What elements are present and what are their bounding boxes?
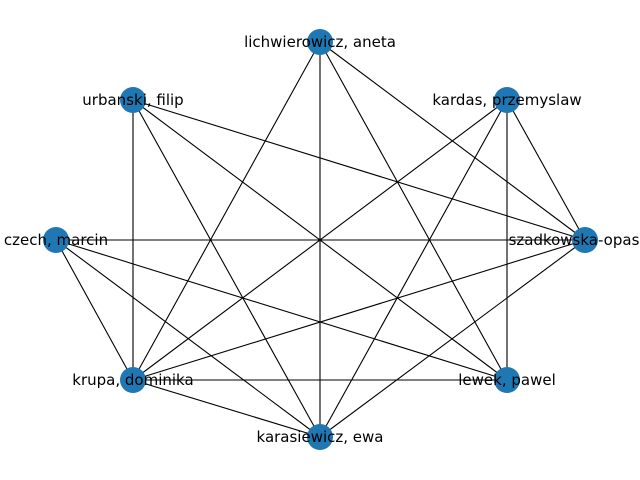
node-label-lichwierowicz: lichwierowicz, aneta	[244, 33, 396, 51]
edge-szadkowska-urbanski	[132, 99, 586, 241]
edge-karasiewicz-urbanski	[132, 99, 321, 438]
nodes	[43, 29, 598, 450]
node-czech	[43, 227, 69, 253]
edge-lewek-urbanski	[132, 99, 508, 381]
edge-szadkowska-karasiewicz	[319, 239, 586, 438]
edge-karasiewicz-czech	[55, 239, 321, 438]
node-label-szadkowska: szadkowska-opasiak	[509, 231, 640, 249]
node-label-czech: czech, marcin	[4, 231, 108, 249]
node-krupa	[120, 367, 146, 393]
node-lewek	[494, 367, 520, 393]
node-label-krupa: krupa, dominika	[72, 371, 193, 389]
edge-lichwierowicz-lewek	[319, 41, 508, 381]
edge-kardas-szadkowska	[506, 99, 586, 241]
node-label-urbanski: urbanski, filip	[82, 91, 183, 109]
edge-lewek-czech	[55, 239, 508, 381]
node-label-lewek: lewek, pawel	[458, 371, 556, 389]
edge-karasiewicz-krupa	[132, 379, 321, 438]
node-kardas	[494, 87, 520, 113]
edge-kardas-karasiewicz	[319, 99, 508, 438]
node-labels: lichwierowicz, aneta kardas, przemyslaw sz…	[4, 33, 640, 446]
node-szadkowska	[572, 227, 598, 253]
edge-szadkowska-krupa	[132, 239, 586, 381]
node-karasiewicz	[307, 424, 333, 450]
node-label-karasiewicz: karasiewicz, ewa	[257, 428, 384, 446]
edge-lichwierowicz-krupa	[132, 41, 321, 381]
node-label-kardas: kardas, przemyslaw	[432, 91, 581, 109]
node-urbanski	[120, 87, 146, 113]
node-lichwierowicz	[307, 29, 333, 55]
edge-krupa-czech	[55, 239, 134, 381]
edges	[55, 41, 586, 438]
